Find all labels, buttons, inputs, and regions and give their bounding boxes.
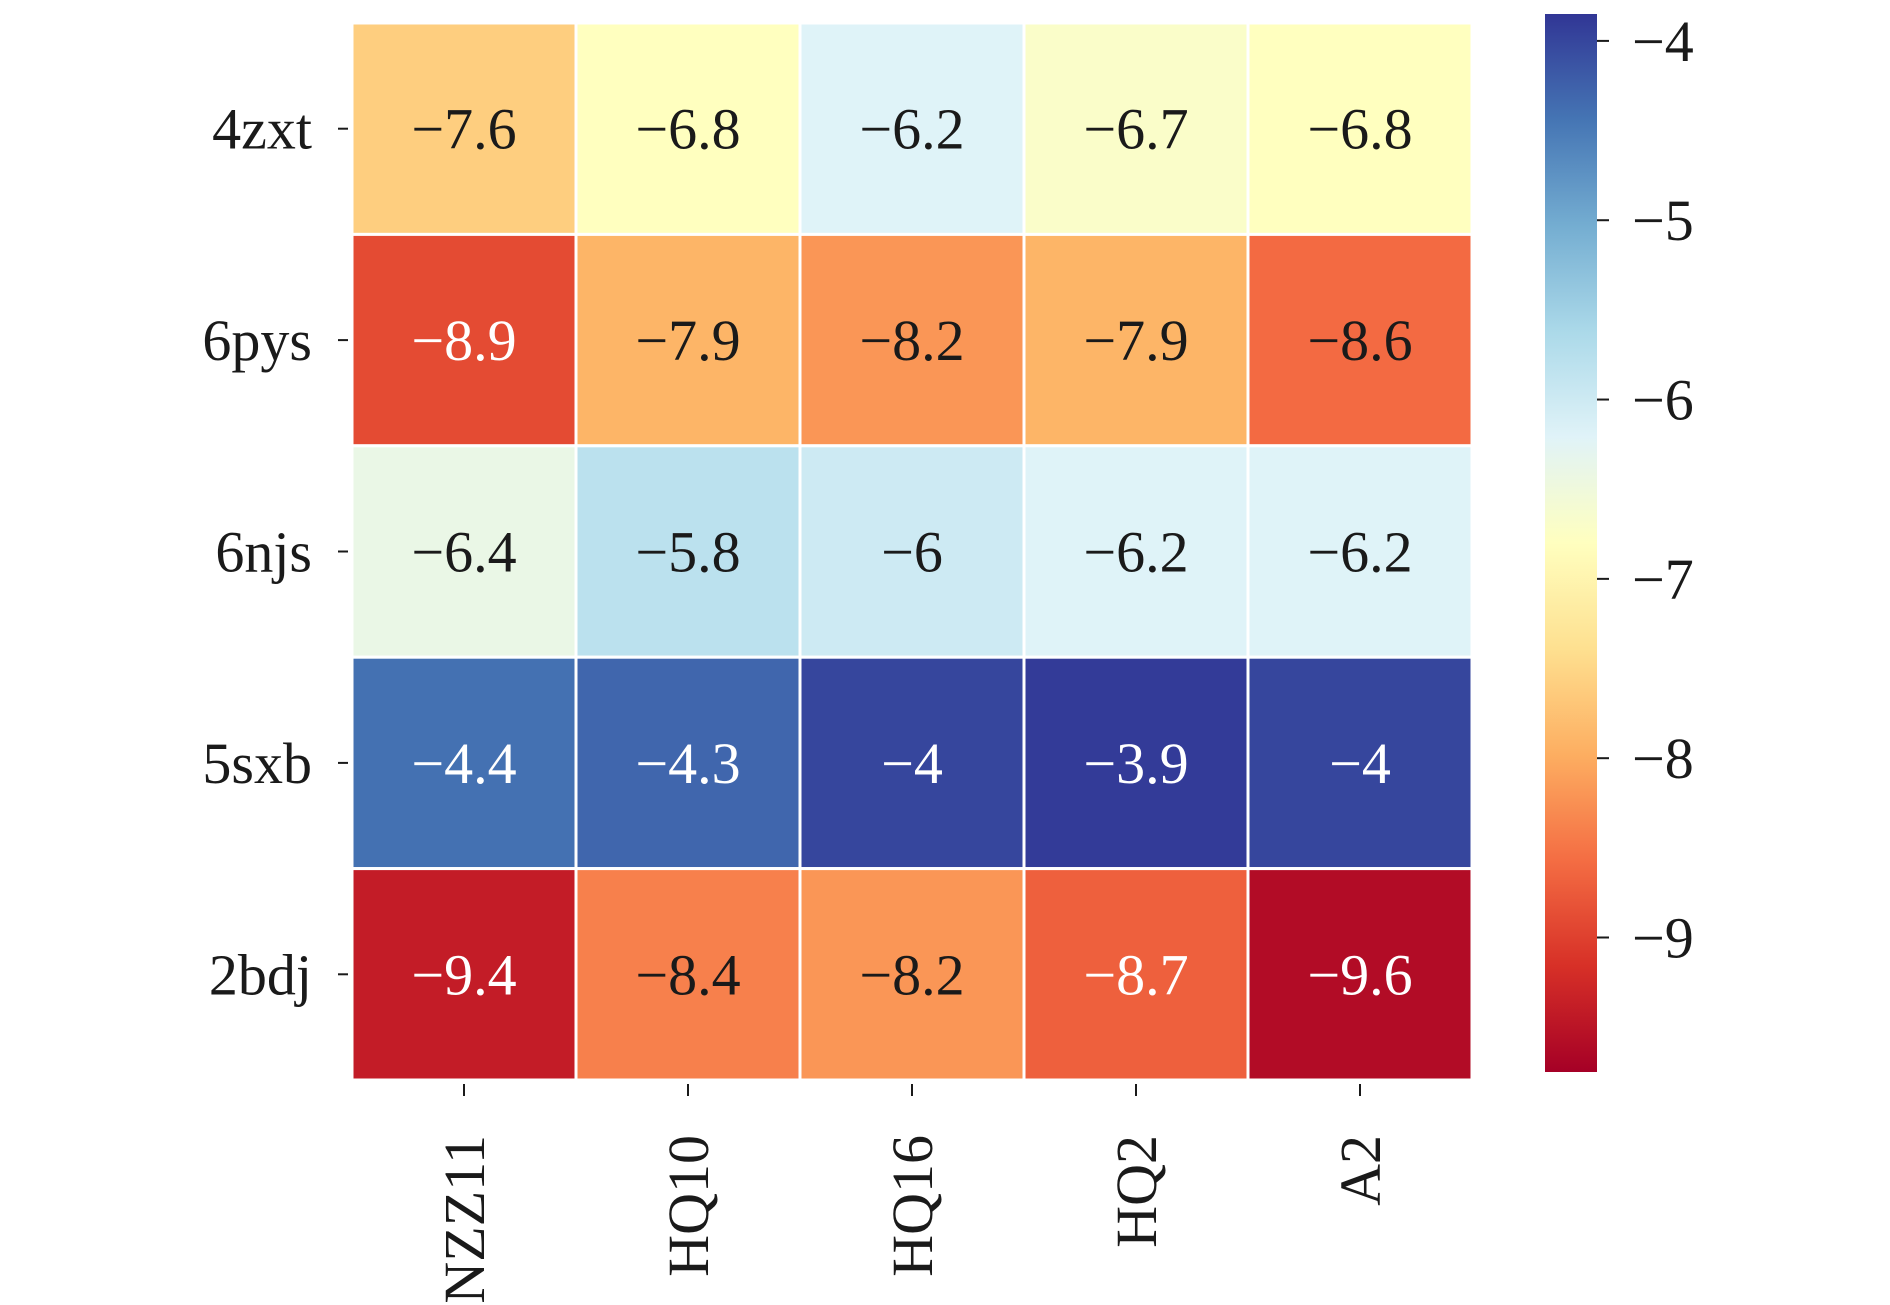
- cell-value-label: −9.6: [1307, 942, 1412, 1007]
- colorbar-gradient: [1545, 14, 1597, 1072]
- cell-value-label: −5.8: [635, 520, 740, 585]
- y-axis: 4zxt 6pys 6njs 5sxb 2bdj: [202, 97, 348, 1007]
- y-tick-label: 6njs: [215, 520, 312, 585]
- heatmap-cell-5sxb-A2: [1246, 655, 1474, 871]
- heatmap-cell-5sxb-HQ10: [574, 655, 802, 871]
- cell-value-label: −7.6: [411, 97, 516, 162]
- colorbar-tick-label: −9: [1632, 906, 1694, 971]
- x-tick-label: NZZ11: [432, 1135, 497, 1304]
- cell-value-label: −6: [881, 520, 943, 585]
- heatmap-cells: −7.6 −6.8 −6.2 −6.7 −6.8 −8.9 −7.9 −8.2 −7.9 −8.6…: [350, 21, 1474, 1082]
- cell-value-label: −8.9: [411, 308, 516, 373]
- heatmap-cell-4zxt-HQ2: [1022, 21, 1250, 236]
- colorbar-tick-label: −4: [1632, 9, 1694, 74]
- cell-value-label: −8.7: [1083, 942, 1188, 1007]
- x-tick-label: HQ10: [656, 1135, 721, 1277]
- x-tick-label: A2: [1328, 1135, 1393, 1206]
- heatmap-cell-6njs-HQ16: [798, 444, 1026, 659]
- cell-value-label: −4.4: [411, 731, 516, 796]
- colorbar-tick-label: −8: [1632, 726, 1694, 791]
- cell-value-label: −7.9: [1083, 308, 1188, 373]
- cell-value-label: −7.9: [635, 308, 740, 373]
- cell-value-label: −4.3: [635, 731, 740, 796]
- heatmap-cell-6pys-A2: [1246, 232, 1474, 448]
- cell-value-label: −6.8: [1307, 97, 1412, 162]
- cell-value-label: −6.8: [635, 97, 740, 162]
- cell-value-label: −8.2: [859, 308, 964, 373]
- heatmap-cell-4zxt-A2: [1246, 21, 1474, 236]
- colorbar-tick-label: −7: [1632, 547, 1694, 612]
- x-tick-label: HQ2: [1104, 1135, 1169, 1248]
- cell-value-label: −4: [881, 731, 943, 796]
- cell-value-label: −6.7: [1083, 97, 1188, 162]
- heatmap-cell-2bdj-HQ16: [798, 867, 1026, 1082]
- heatmap-cell-4zxt-HQ10: [574, 21, 802, 236]
- cell-value-label: −4: [1329, 731, 1391, 796]
- cell-value-label: −8.4: [635, 942, 740, 1007]
- heatmap-cell-2bdj-NZZ11: [350, 867, 578, 1082]
- heatmap-cell-5sxb-HQ2: [1022, 655, 1250, 871]
- colorbar-tick-label: −6: [1632, 368, 1694, 433]
- heatmap-cell-5sxb-HQ16: [798, 655, 1026, 871]
- heatmap-cell-6pys-NZZ11: [350, 232, 578, 448]
- y-tick-label: 6pys: [202, 308, 312, 373]
- heatmap-cell-4zxt-NZZ11: [350, 21, 578, 236]
- x-axis: NZZ11 HQ10 HQ16 HQ2 A2: [432, 1084, 1393, 1304]
- heatmap-cell-5sxb-NZZ11: [350, 655, 578, 871]
- heatmap-cell-6pys-HQ16: [798, 232, 1026, 448]
- heatmap-cell-4zxt-HQ16: [798, 21, 1026, 236]
- cell-value-label: −8.2: [859, 942, 964, 1007]
- cell-value-label: −6.2: [1083, 520, 1188, 585]
- cell-value-label: −6.4: [411, 520, 516, 585]
- y-tick-label: 4zxt: [212, 97, 312, 162]
- heatmap-cell-2bdj-A2: [1246, 867, 1474, 1082]
- y-tick-label: 5sxb: [202, 731, 312, 796]
- cell-value-label: −8.6: [1307, 308, 1412, 373]
- heatmap-cell-6njs-HQ2: [1022, 444, 1250, 659]
- cell-value-label: −9.4: [411, 942, 516, 1007]
- heatmap-cell-2bdj-HQ10: [574, 867, 802, 1082]
- heatmap-cell-6njs-HQ10: [574, 444, 802, 659]
- heatmap-cell-6njs-A2: [1246, 444, 1474, 659]
- y-tick-label: 2bdj: [209, 942, 312, 1007]
- cell-value-label: −6.2: [859, 97, 964, 162]
- cell-value-label: −6.2: [1307, 520, 1412, 585]
- colorbar-tick-label: −5: [1632, 188, 1694, 253]
- x-tick-label: HQ16: [880, 1135, 945, 1277]
- colorbar: −4 −5 −6 −7 −8 −9: [1545, 9, 1694, 1072]
- cell-value-label: −3.9: [1083, 731, 1188, 796]
